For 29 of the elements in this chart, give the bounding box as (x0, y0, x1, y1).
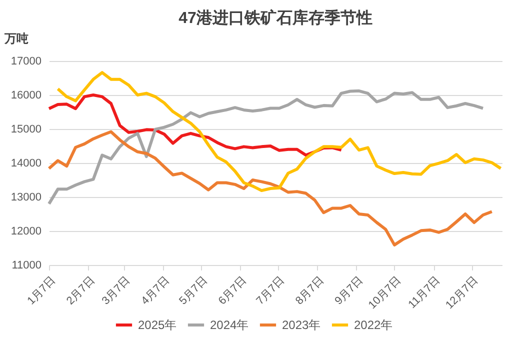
x-tick-label: 3月7日 (100, 274, 133, 308)
y-tick-label: 12000 (10, 226, 42, 238)
legend-label: 2023年 (282, 318, 321, 332)
x-tick-label: 1月7日 (25, 274, 58, 308)
x-tick-label: 9月7日 (332, 274, 366, 308)
chart-title: 47港进口铁矿石库存季节性 (178, 9, 372, 27)
x-tick-label: 5月7日 (177, 274, 210, 308)
y-tick-label: 15000 (10, 124, 42, 136)
y-axis-title: 万吨 (4, 32, 28, 46)
x-tick-label: 7月7日 (254, 274, 288, 308)
legend-label: 2022年 (354, 318, 393, 332)
line-series (56, 71, 502, 192)
x-tick-label: 12月7日 (444, 274, 481, 312)
line-series (48, 94, 343, 157)
x-tick-label: 10月7日 (366, 274, 404, 312)
legend-label: 2025年 (138, 318, 177, 332)
y-tick-label: 14000 (10, 158, 42, 170)
line-series (48, 89, 485, 206)
legend-label: 2024年 (210, 318, 249, 332)
x-tick-label: 6月7日 (216, 274, 250, 308)
x-tick-label: 2月7日 (64, 274, 98, 308)
x-tick-label: 8月7日 (294, 274, 326, 308)
line-series (48, 130, 494, 246)
y-tick-label: 17000 (10, 56, 42, 68)
y-tick-label: 11000 (12, 260, 42, 272)
y-tick-label: 16000 (10, 90, 42, 102)
y-tick-label: 13000 (10, 192, 42, 204)
x-tick-label: 11月7日 (406, 274, 443, 311)
x-tick-label: 4月7日 (139, 274, 172, 308)
